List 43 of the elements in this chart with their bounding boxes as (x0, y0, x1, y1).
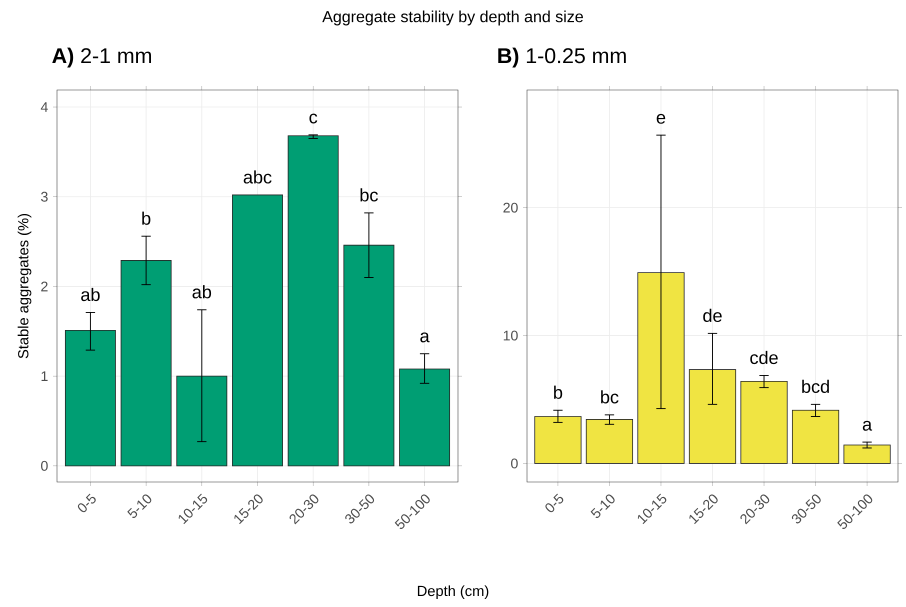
annotation: bc (601, 390, 618, 404)
y-tick-label: 0 (41, 460, 48, 471)
annotation: de (703, 308, 722, 322)
annotation: a (420, 332, 430, 342)
bar (399, 368, 450, 466)
chart-title: B) 1-0.25 mm (498, 48, 626, 68)
annotation: a (862, 420, 872, 431)
x-tick-label: 0-5 (545, 494, 564, 512)
text: Aggregate stability by depth and size (322, 10, 583, 26)
bar (64, 330, 116, 466)
annotation: e (656, 114, 666, 124)
annotation: c (309, 114, 318, 124)
annotation: ab (81, 288, 100, 302)
bar (843, 444, 891, 464)
x-tick-label: 5-10 (590, 494, 615, 518)
y-tick-label: 2 (41, 282, 48, 292)
annotation: b (142, 212, 150, 225)
x-tick-label: 5-10 (127, 494, 152, 518)
annotation: ab (192, 285, 212, 298)
annotation: b (554, 386, 562, 399)
bar (586, 419, 634, 464)
annotation: bcd (802, 380, 829, 393)
y-axis-title: Stable aggregates (%) (18, 214, 32, 358)
bar (288, 135, 339, 466)
annotation: abc (244, 170, 272, 184)
x-tick-label: 0-5 (78, 494, 96, 512)
annotation: bc (360, 188, 378, 202)
bar (232, 194, 283, 466)
bar (120, 260, 172, 466)
bar (534, 416, 582, 464)
bar (688, 369, 736, 464)
y-tick-label: 0 (511, 458, 518, 468)
bar (792, 410, 840, 464)
y-tick-label: 3 (41, 192, 48, 202)
y-tick-label: 1 (42, 371, 48, 381)
y-tick-label: 10 (504, 330, 518, 341)
bar (740, 380, 788, 464)
chart-title: A) 2-1 mm (52, 48, 151, 68)
y-tick-label: 4 (40, 102, 48, 112)
bar (343, 244, 394, 466)
annotation: cde (750, 350, 778, 364)
x-axis-title: Depth (cm) (418, 585, 488, 599)
y-tick-label: 20 (503, 202, 518, 213)
